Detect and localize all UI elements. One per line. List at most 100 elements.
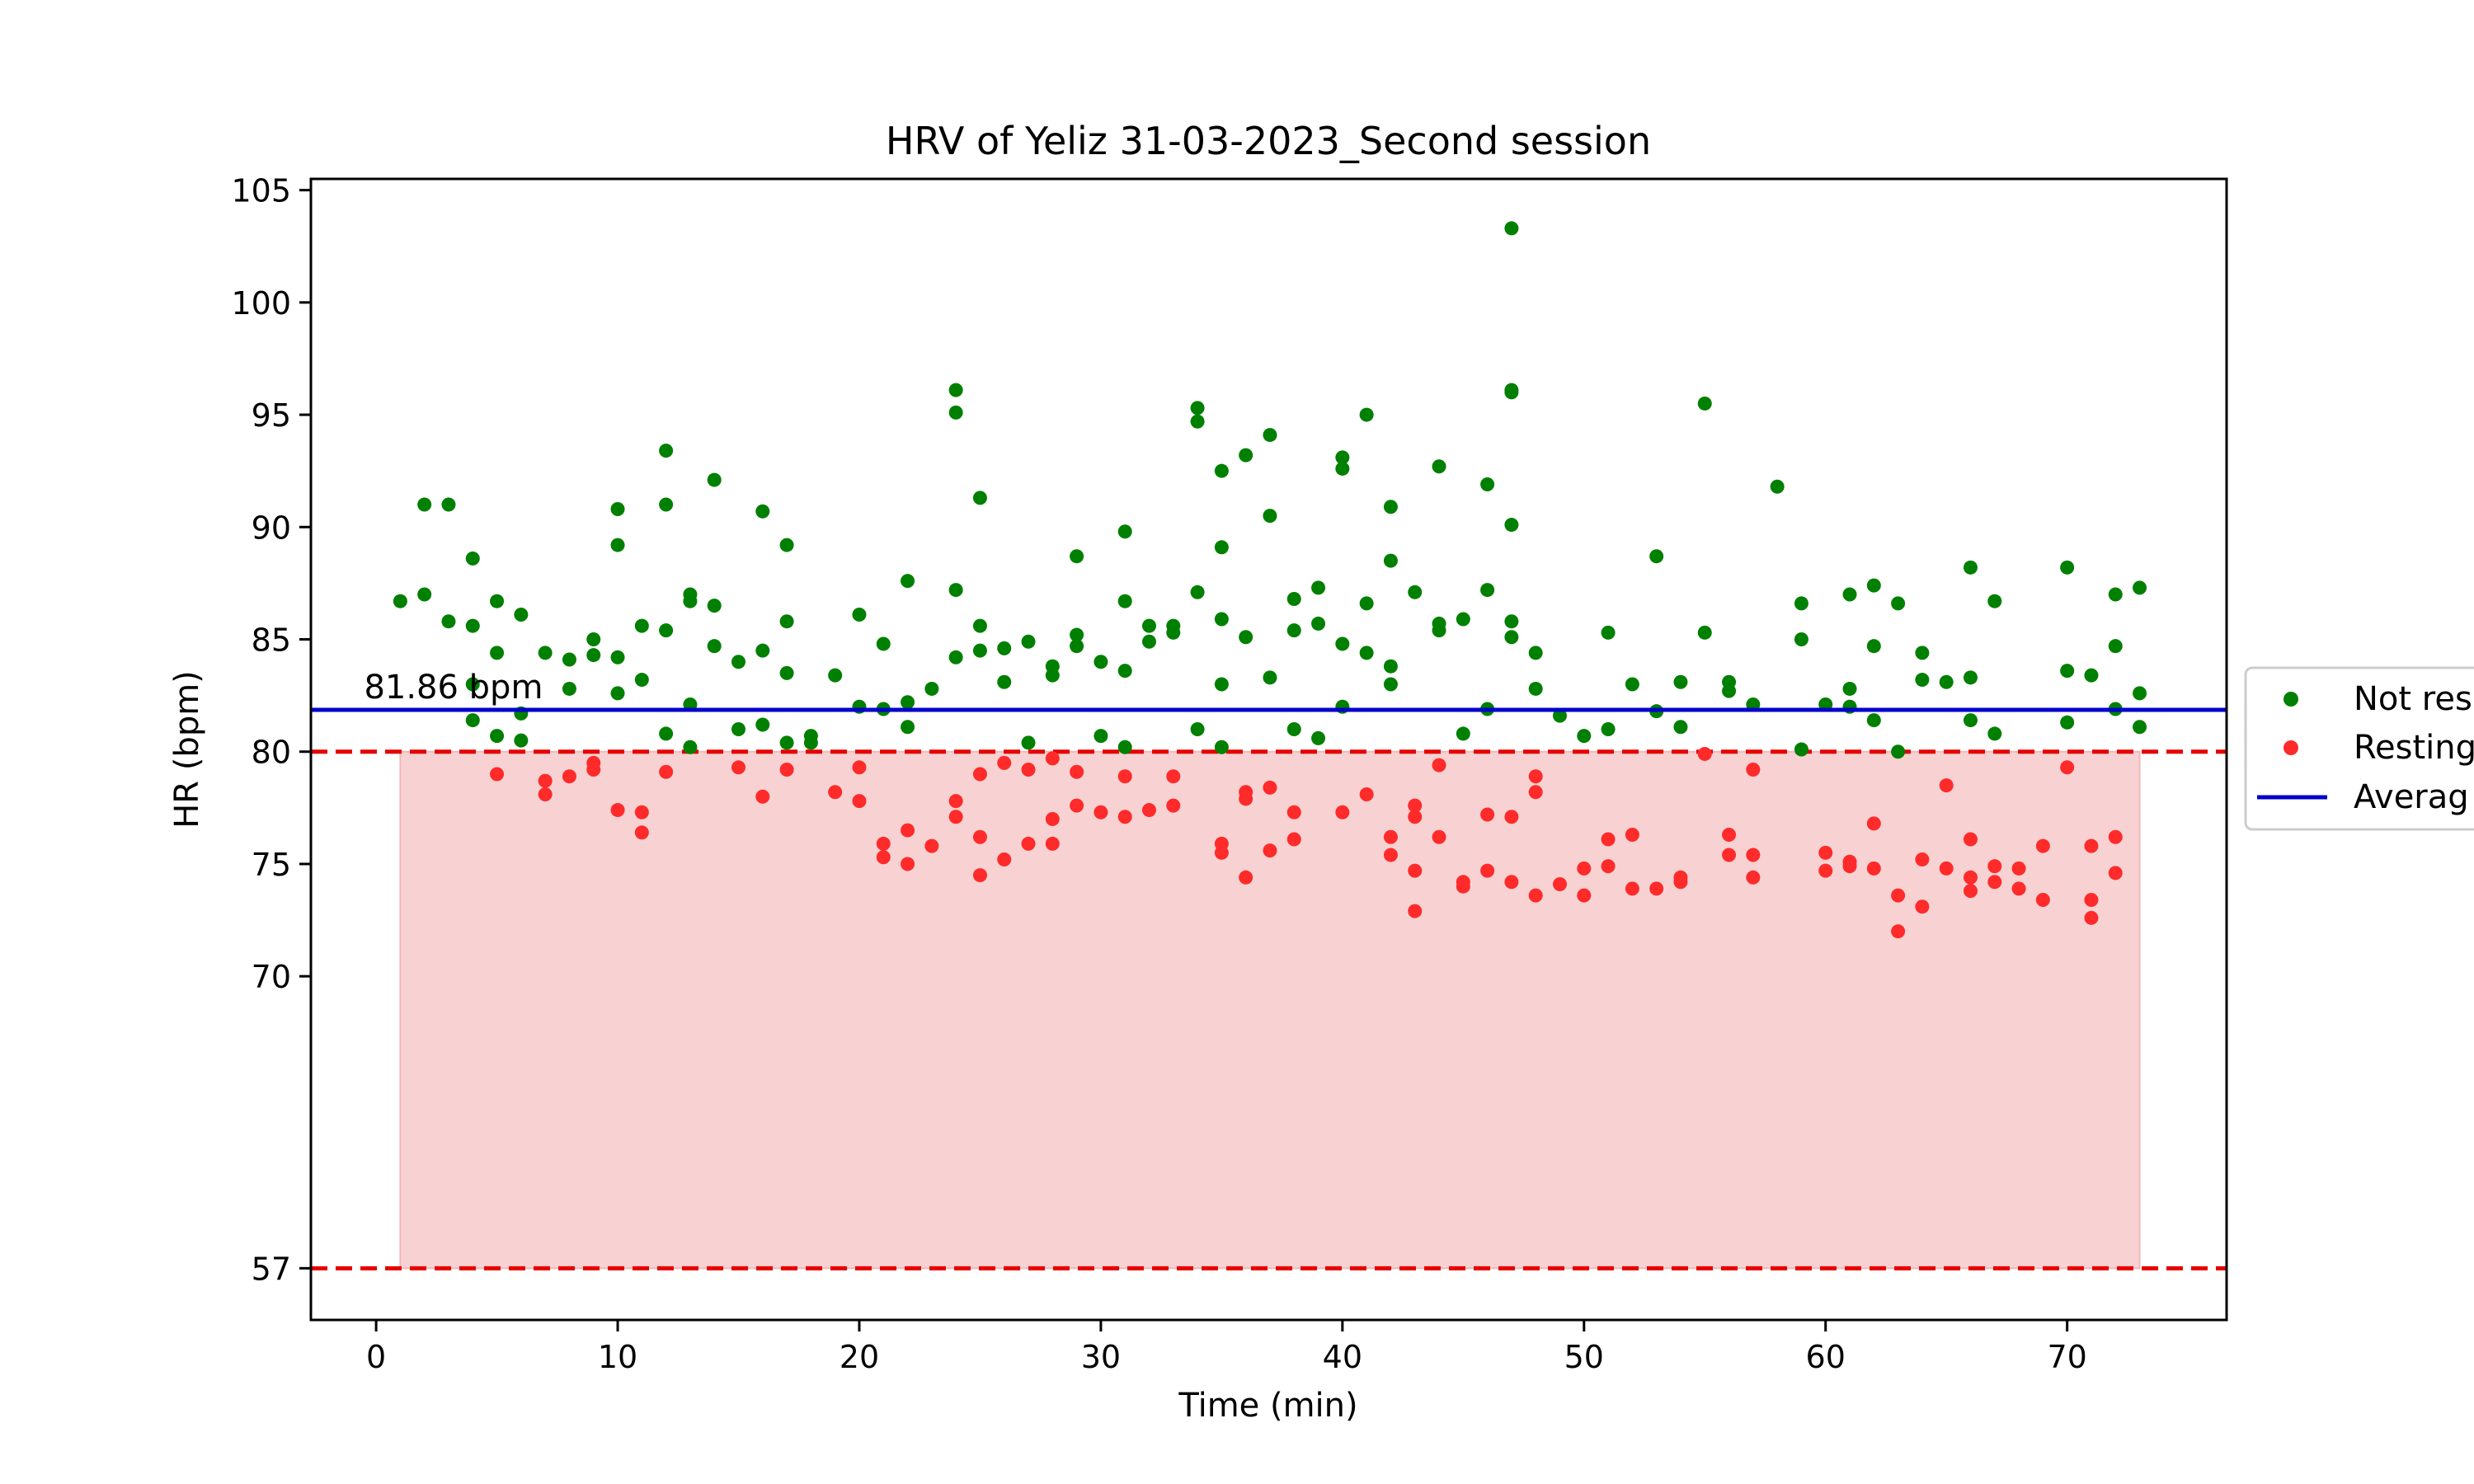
point-resting — [1504, 875, 1519, 890]
point-not-resting — [1963, 670, 1978, 685]
point-resting — [2011, 881, 2026, 896]
point-not-resting — [659, 726, 674, 741]
point-not-resting — [1239, 630, 1253, 645]
legend-marker-not-resting — [2284, 692, 2298, 707]
y-tick-label: 100 — [231, 285, 291, 322]
x-tick-label: 20 — [840, 1339, 879, 1375]
point-resting — [1383, 829, 1398, 844]
point-not-resting — [1166, 625, 1181, 640]
point-resting — [1359, 787, 1374, 801]
point-not-resting — [1577, 729, 1592, 744]
point-resting — [2060, 760, 2075, 775]
point-resting — [1577, 888, 1592, 903]
point-resting — [1697, 746, 1712, 761]
point-not-resting — [465, 677, 480, 692]
legend-box — [2244, 666, 2474, 831]
point-not-resting — [634, 618, 649, 633]
point-not-resting — [1094, 655, 1108, 669]
point-not-resting — [1987, 594, 2002, 608]
point-not-resting — [1311, 580, 1326, 595]
point-resting — [997, 852, 1012, 866]
point-resting — [634, 805, 649, 819]
point-resting — [876, 850, 891, 865]
point-resting — [1239, 791, 1253, 806]
point-resting — [586, 763, 601, 777]
point-not-resting — [852, 608, 867, 622]
point-not-resting — [755, 504, 770, 519]
point-resting — [2108, 866, 2123, 881]
point-resting — [2035, 838, 2050, 853]
point-not-resting — [2108, 639, 2123, 654]
legend: Not res Resting Averag — [2244, 666, 2474, 831]
point-not-resting — [1214, 540, 1229, 555]
point-resting — [901, 857, 915, 871]
point-resting — [1094, 805, 1108, 819]
point-not-resting — [997, 674, 1012, 689]
point-not-resting — [1939, 674, 1954, 689]
point-resting — [1625, 881, 1639, 896]
point-not-resting — [828, 668, 843, 683]
point-not-resting — [1383, 500, 1398, 514]
point-not-resting — [1601, 625, 1616, 640]
point-not-resting — [901, 574, 915, 589]
point-not-resting — [441, 614, 456, 629]
point-not-resting — [683, 594, 698, 608]
point-not-resting — [1021, 735, 1036, 750]
point-not-resting — [417, 497, 432, 512]
y-tick-label: 95 — [252, 397, 291, 434]
point-not-resting — [1117, 594, 1132, 608]
point-not-resting — [972, 618, 987, 633]
point-not-resting — [1866, 639, 1881, 654]
point-not-resting — [1214, 677, 1229, 692]
point-resting — [538, 773, 553, 788]
point-not-resting — [1625, 677, 1639, 692]
point-not-resting — [465, 618, 480, 633]
point-not-resting — [997, 641, 1012, 655]
point-resting — [1673, 875, 1688, 890]
point-resting — [997, 755, 1012, 770]
point-resting — [538, 787, 553, 801]
point-not-resting — [1190, 721, 1205, 736]
point-resting — [901, 823, 915, 838]
point-not-resting — [707, 599, 722, 613]
point-resting — [1915, 852, 1930, 866]
point-not-resting — [610, 538, 625, 552]
point-not-resting — [465, 551, 480, 566]
point-not-resting — [1117, 740, 1132, 754]
point-resting — [1141, 803, 1156, 818]
point-not-resting — [2133, 580, 2147, 595]
point-resting — [1722, 848, 1737, 862]
point-not-resting — [2060, 560, 2075, 575]
point-not-resting — [901, 720, 915, 735]
point-resting — [1408, 798, 1423, 813]
point-resting — [1045, 811, 1060, 826]
point-not-resting — [1335, 450, 1350, 465]
point-not-resting — [1214, 612, 1229, 627]
point-resting — [1746, 763, 1761, 777]
point-not-resting — [1504, 614, 1519, 629]
point-not-resting — [1794, 632, 1808, 647]
point-not-resting — [1915, 673, 1930, 688]
point-not-resting — [1335, 636, 1350, 651]
point-not-resting — [1601, 721, 1616, 736]
point-not-resting — [1190, 414, 1205, 429]
point-resting — [779, 763, 794, 777]
y-tick-label: 85 — [252, 622, 291, 659]
point-not-resting — [1263, 670, 1277, 685]
x-axis: 0 10 20 30 40 50 60 70 — [366, 1320, 2087, 1375]
point-resting — [1166, 769, 1181, 784]
plot-area — [311, 221, 2227, 1270]
x-tick-label: 50 — [1564, 1339, 1604, 1375]
point-resting — [1601, 832, 1616, 847]
x-tick-label: 10 — [598, 1339, 637, 1375]
point-resting — [562, 769, 576, 784]
point-resting — [972, 829, 987, 844]
point-resting — [1504, 810, 1519, 824]
point-resting — [1577, 861, 1592, 876]
point-resting — [1625, 828, 1639, 843]
point-resting — [1263, 780, 1277, 795]
point-resting — [634, 825, 649, 840]
point-resting — [1166, 798, 1181, 813]
point-not-resting — [417, 587, 432, 602]
